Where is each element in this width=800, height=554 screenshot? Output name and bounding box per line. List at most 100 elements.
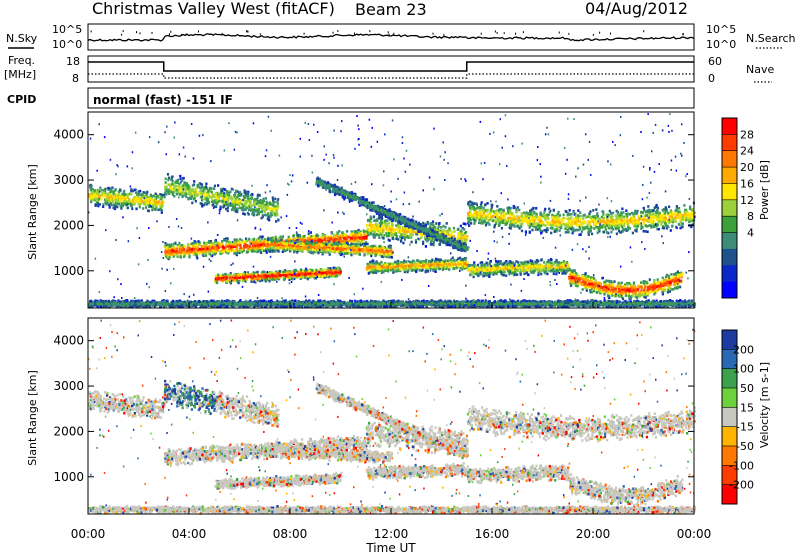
echo-point <box>411 241 413 244</box>
nsky-point <box>260 33 261 35</box>
echo-point <box>181 244 183 247</box>
echo-point <box>386 235 388 238</box>
echo-point <box>227 274 229 277</box>
echo-point <box>369 224 371 227</box>
echo-point <box>441 231 443 234</box>
echo-point <box>252 204 254 207</box>
nsky-point <box>181 34 182 36</box>
echo-point <box>464 232 466 235</box>
echo-point <box>230 204 232 207</box>
echo-point <box>114 205 116 208</box>
echo-point <box>430 264 432 267</box>
echo-point <box>184 186 186 189</box>
echo-point <box>258 213 260 216</box>
echo-point <box>388 222 390 225</box>
echo-point <box>181 247 183 250</box>
echo-point <box>428 263 430 266</box>
echo-point <box>367 234 369 237</box>
echo-point <box>383 253 385 256</box>
echo-point <box>298 238 300 241</box>
echo-point <box>381 255 383 258</box>
echo-point <box>105 203 107 206</box>
echo-point <box>221 249 223 252</box>
echo-point <box>314 242 316 245</box>
echo-point <box>367 253 369 256</box>
echo-point <box>271 278 273 281</box>
echo-point <box>279 246 281 249</box>
echo-point <box>366 225 368 228</box>
echo-point <box>447 230 449 233</box>
echo-point <box>434 266 436 269</box>
echo-point <box>454 263 456 266</box>
echo-point <box>244 245 246 248</box>
echo-point <box>381 220 383 223</box>
echo-point <box>212 204 214 207</box>
echo-point <box>364 253 366 256</box>
echo-point <box>268 241 270 244</box>
echo-point <box>252 277 254 280</box>
echo-point <box>444 226 446 229</box>
echo-point <box>255 238 257 241</box>
echo-point <box>215 206 217 209</box>
echo-point <box>239 191 241 194</box>
nsearch-tick-bottom: 10^0 <box>706 38 736 51</box>
echo-point <box>255 273 257 276</box>
echo-point <box>438 225 440 228</box>
echo-point <box>317 252 319 255</box>
echo-point <box>263 249 265 252</box>
echo-point <box>204 246 206 249</box>
echo-point <box>161 211 163 214</box>
echo-point <box>378 252 380 255</box>
echo-point <box>216 199 218 202</box>
echo-point <box>282 247 284 250</box>
echo-point <box>139 203 141 206</box>
echo-point <box>414 267 416 270</box>
echo-point <box>130 193 132 196</box>
echo-point <box>97 192 99 195</box>
echo-point <box>324 274 326 277</box>
power-scatter-data <box>88 113 696 309</box>
echo-point <box>283 242 285 245</box>
echo-point <box>242 212 244 215</box>
echo-point <box>298 249 300 252</box>
echo-point <box>311 240 313 243</box>
echo-point <box>428 260 430 263</box>
echo-point <box>259 249 261 252</box>
echo-point <box>339 251 341 254</box>
echo-point <box>266 203 268 206</box>
echo-point <box>238 274 240 277</box>
nsky-point <box>389 34 390 36</box>
echo-point <box>405 261 407 264</box>
echo-point <box>369 266 371 269</box>
echo-point <box>296 240 298 243</box>
echo-point <box>177 181 179 184</box>
echo-point <box>165 178 167 181</box>
echo-point <box>460 225 462 228</box>
echo-point <box>223 205 225 208</box>
nave-tick-top: 60 <box>708 55 722 68</box>
nsky-point <box>354 33 355 35</box>
echo-point <box>404 233 406 236</box>
echo-point <box>262 235 264 238</box>
echo-point <box>335 271 337 274</box>
echo-point <box>123 200 125 203</box>
echo-point <box>264 208 266 211</box>
echo-point <box>169 252 171 255</box>
echo-point <box>138 190 140 193</box>
nsky-point <box>198 30 199 32</box>
echo-point <box>325 250 327 253</box>
echo-point <box>225 193 227 196</box>
echo-point <box>245 208 247 211</box>
echo-point <box>204 202 206 205</box>
echo-point <box>371 245 373 248</box>
echo-point <box>145 193 147 196</box>
echo-point <box>119 196 121 199</box>
echo-point <box>369 261 371 264</box>
echo-point <box>252 208 254 211</box>
echo-point <box>460 258 462 261</box>
echo-point <box>98 198 100 201</box>
echo-point <box>605 228 607 231</box>
nsky-point <box>121 34 122 36</box>
echo-point <box>310 251 312 254</box>
echo-point <box>311 274 313 277</box>
